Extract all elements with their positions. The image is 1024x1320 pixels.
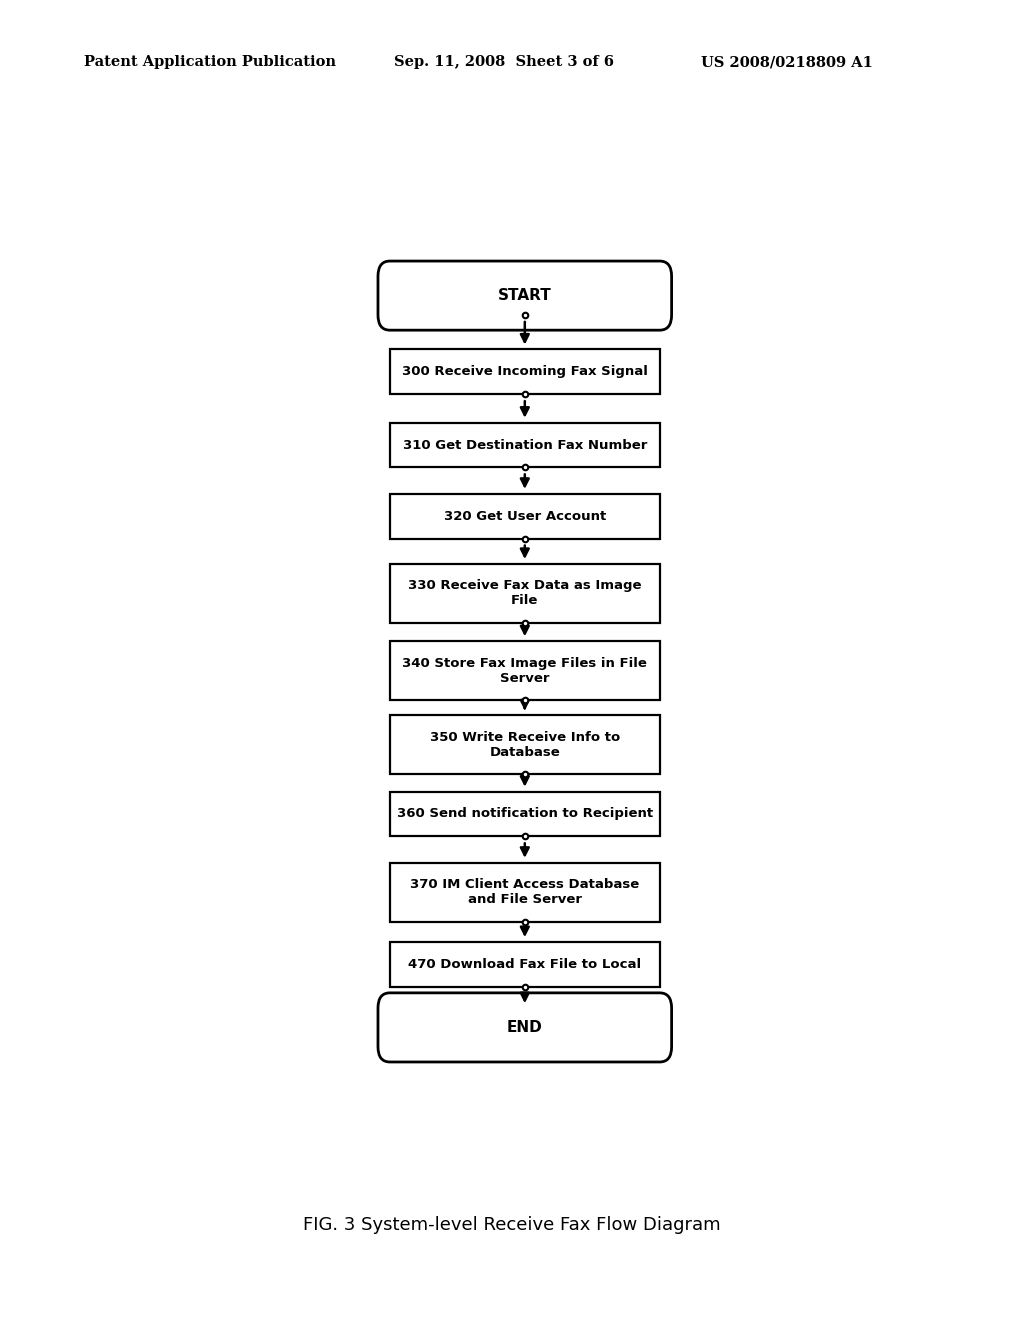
Text: 300 Receive Incoming Fax Signal: 300 Receive Incoming Fax Signal bbox=[401, 366, 648, 379]
Text: 470 Download Fax File to Local: 470 Download Fax File to Local bbox=[409, 958, 641, 972]
Text: Sep. 11, 2008  Sheet 3 of 6: Sep. 11, 2008 Sheet 3 of 6 bbox=[394, 55, 614, 70]
FancyBboxPatch shape bbox=[390, 350, 659, 395]
Text: 360 Send notification to Recipient: 360 Send notification to Recipient bbox=[396, 808, 653, 821]
FancyBboxPatch shape bbox=[390, 863, 659, 921]
FancyBboxPatch shape bbox=[390, 494, 659, 539]
FancyBboxPatch shape bbox=[378, 993, 672, 1063]
FancyBboxPatch shape bbox=[390, 564, 659, 623]
FancyBboxPatch shape bbox=[378, 261, 672, 330]
Text: US 2008/0218809 A1: US 2008/0218809 A1 bbox=[701, 55, 873, 70]
Text: Patent Application Publication: Patent Application Publication bbox=[84, 55, 336, 70]
Text: 330 Receive Fax Data as Image
File: 330 Receive Fax Data as Image File bbox=[408, 579, 642, 607]
Text: 340 Store Fax Image Files in File
Server: 340 Store Fax Image Files in File Server bbox=[402, 656, 647, 685]
Text: 370 IM Client Access Database
and File Server: 370 IM Client Access Database and File S… bbox=[411, 878, 639, 907]
FancyBboxPatch shape bbox=[390, 715, 659, 775]
FancyBboxPatch shape bbox=[390, 422, 659, 467]
Text: END: END bbox=[507, 1020, 543, 1035]
FancyBboxPatch shape bbox=[390, 792, 659, 837]
Text: 310 Get Destination Fax Number: 310 Get Destination Fax Number bbox=[402, 438, 647, 451]
Text: 350 Write Receive Info to
Database: 350 Write Receive Info to Database bbox=[430, 731, 620, 759]
Text: FIG. 3 System-level Receive Fax Flow Diagram: FIG. 3 System-level Receive Fax Flow Dia… bbox=[303, 1216, 721, 1234]
FancyBboxPatch shape bbox=[390, 942, 659, 987]
Text: 320 Get User Account: 320 Get User Account bbox=[443, 510, 606, 523]
FancyBboxPatch shape bbox=[390, 642, 659, 700]
Text: START: START bbox=[498, 288, 552, 304]
